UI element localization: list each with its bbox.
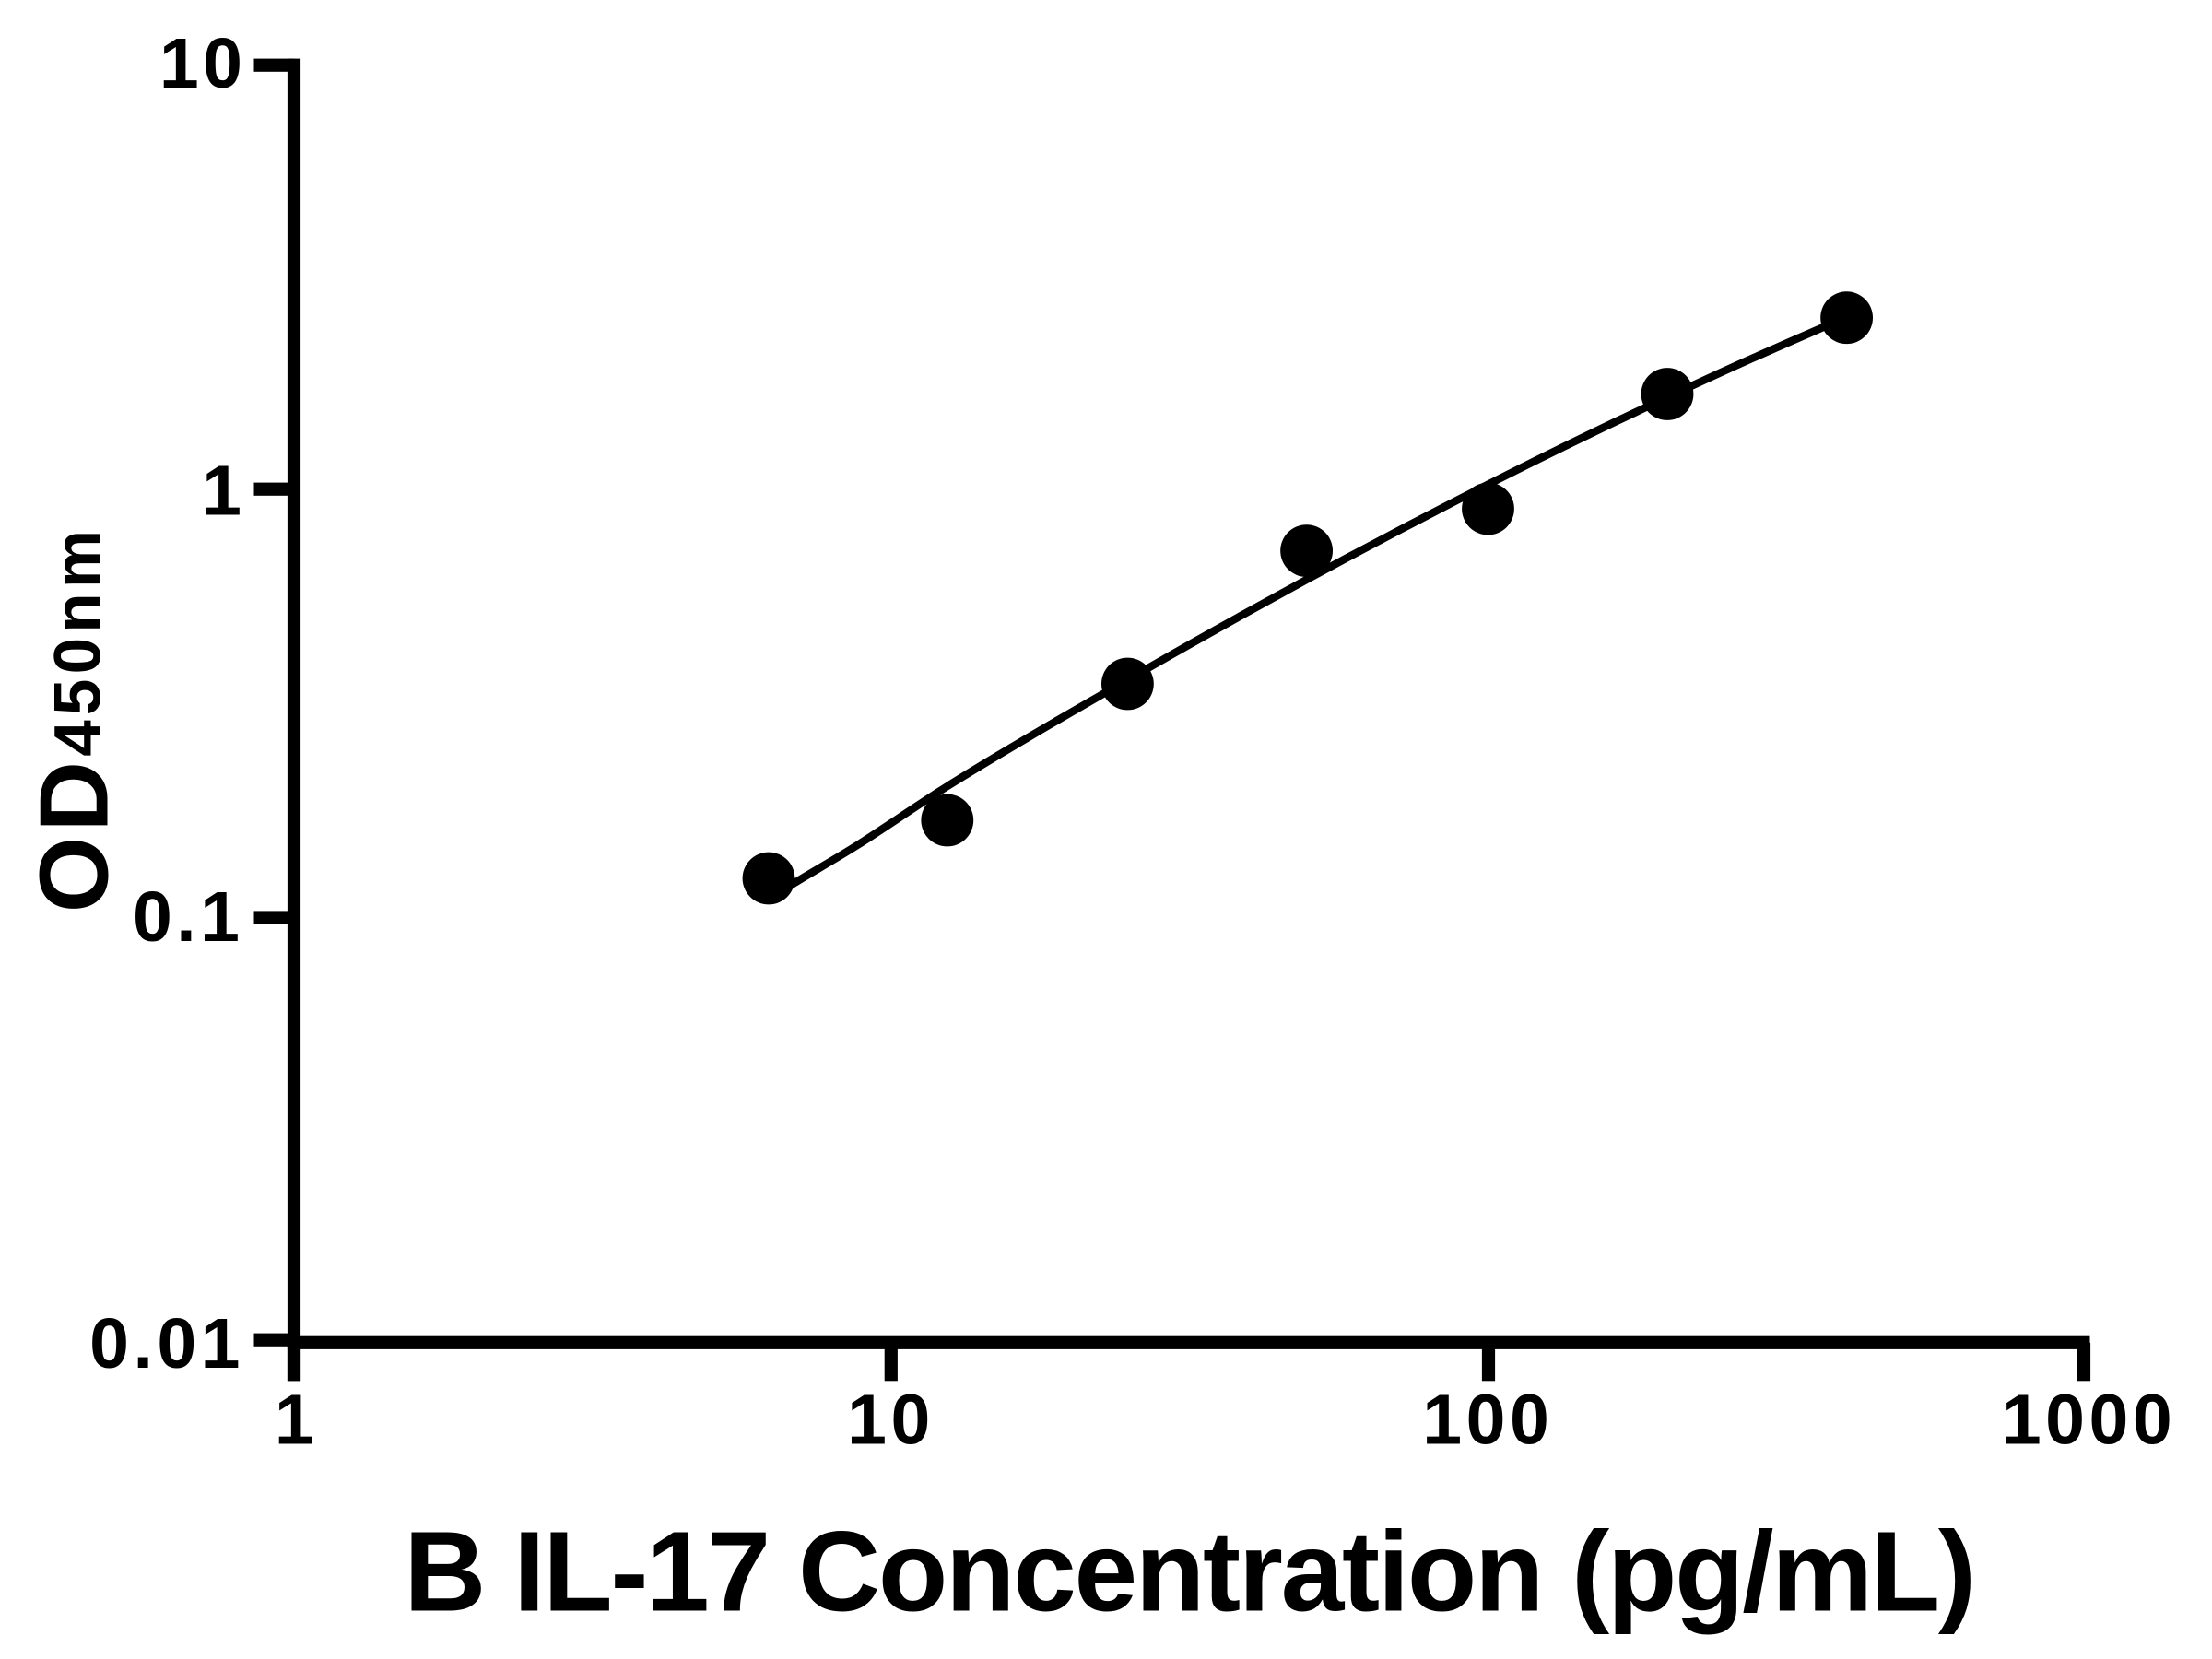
svg-text:1000: 1000 [2002,1381,2176,1460]
svg-text:OD450nm: OD450nm [20,525,129,912]
svg-text:10: 10 [159,24,247,103]
svg-text:0.01: 0.01 [89,1304,244,1383]
svg-text:1: 1 [275,1381,318,1460]
svg-text:0.1: 0.1 [133,877,244,957]
svg-text:100: 100 [1422,1381,1553,1460]
svg-text:1: 1 [202,452,245,531]
svg-text:B IL-17 Concentration (pg/mL): B IL-17 Concentration (pg/mL) [404,1509,1973,1636]
svg-text:10: 10 [847,1381,935,1460]
